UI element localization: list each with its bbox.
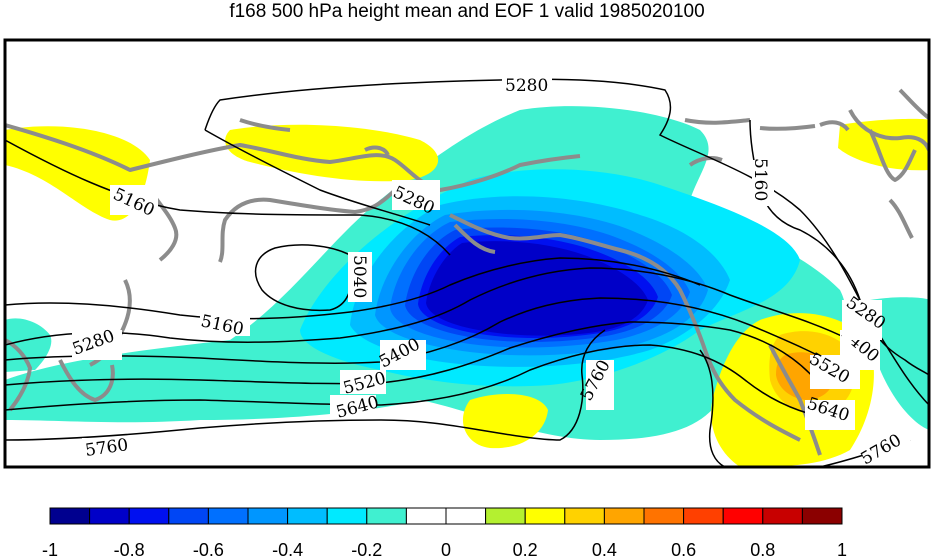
contour-5280-south <box>5 267 851 346</box>
colorbar-tick-label: 1 <box>837 540 847 558</box>
coastline <box>888 198 914 239</box>
colorbar-box <box>603 507 645 525</box>
map-frame <box>3 38 931 469</box>
coastline <box>898 88 929 120</box>
colorbar-box <box>207 507 249 525</box>
shade-pos-0.2 <box>462 394 548 449</box>
contour-label: 5040 <box>349 255 369 298</box>
shade-neg-0.9 <box>426 241 648 336</box>
colorbar-box <box>89 507 130 525</box>
coastline <box>218 188 397 263</box>
colorbar-box <box>366 507 407 525</box>
contour-5520 <box>5 321 821 386</box>
eof-shading <box>5 106 929 467</box>
colorbar-box <box>564 507 605 525</box>
contour-label: 5280 <box>505 76 548 96</box>
contour-labels: 5280 5160 5280 5160 5040 5160 5280 5400 … <box>70 74 910 469</box>
colorbar-box <box>643 507 685 525</box>
colorbar-ticks: -1 -0.8 -0.6 -0.4 -0.2 0 0.2 0.4 0.6 0.8 1 <box>42 540 847 558</box>
coastline <box>684 118 751 125</box>
coastline <box>148 188 179 262</box>
colorbar-box <box>762 507 803 525</box>
contour-5760-east <box>699 349 726 467</box>
colorbar-boxes <box>49 507 843 525</box>
shade-pos-0.2 <box>838 118 929 171</box>
colorbar-box <box>247 507 289 525</box>
contour-5280-north <box>204 129 431 226</box>
contour-5040 <box>254 244 353 312</box>
contour-5400 <box>5 297 846 371</box>
colorbar-box <box>683 507 724 525</box>
coastline <box>453 223 496 254</box>
colorbar-tick-label: 0.2 <box>513 540 538 558</box>
colorbar-box <box>485 507 526 525</box>
colorbar-box <box>722 507 764 525</box>
coastline <box>768 344 822 456</box>
coastline <box>819 120 850 132</box>
colorbar-tick-label: -1 <box>42 540 58 558</box>
contour-label: 5160 <box>750 158 770 201</box>
shade-pos-0.2 <box>225 124 439 182</box>
colorbar-tick-label: 0.6 <box>671 540 696 558</box>
colorbar-tick-label: -0.6 <box>193 540 224 558</box>
coastline <box>5 123 581 192</box>
shade-neg-0.2 <box>870 297 929 430</box>
contour-5640 <box>5 344 841 421</box>
coastline <box>848 109 929 151</box>
coastline <box>239 118 291 132</box>
coastline <box>688 155 723 167</box>
contour-5160-west <box>5 139 451 256</box>
colorbar-tick-label: -0.4 <box>272 540 303 558</box>
colorbar-box <box>128 507 170 525</box>
coastline <box>58 359 115 402</box>
coastline <box>364 145 390 157</box>
map-panel: 5280 5160 5280 5160 5040 5160 5280 5400 … <box>3 38 931 469</box>
colorbar-tick-label: -0.8 <box>114 540 145 558</box>
contour-5160-south <box>5 257 701 320</box>
colorbar-box <box>445 507 487 525</box>
colorbar-box <box>801 507 843 525</box>
coastline <box>868 129 917 182</box>
colorbar-box <box>168 507 209 525</box>
colorbar-tick-label: -0.2 <box>351 540 382 558</box>
coastline <box>5 338 32 412</box>
contour-5760-west <box>5 329 606 441</box>
colorbar-tick-label: 0.4 <box>592 540 617 558</box>
colorbar-box <box>524 507 566 525</box>
plot-title: f168 500 hPa height mean and EOF 1 valid… <box>229 1 705 22</box>
colorbar-tick-label: 0.8 <box>750 540 775 558</box>
colorbar-tick-label: 0 <box>441 540 451 558</box>
colorbar-box <box>405 507 447 525</box>
colorbar-box <box>287 507 328 525</box>
coastlines <box>5 88 929 456</box>
coastline <box>759 124 816 131</box>
coastline <box>449 213 801 442</box>
colorbar-box <box>326 507 368 525</box>
colorbar-box <box>49 507 91 525</box>
